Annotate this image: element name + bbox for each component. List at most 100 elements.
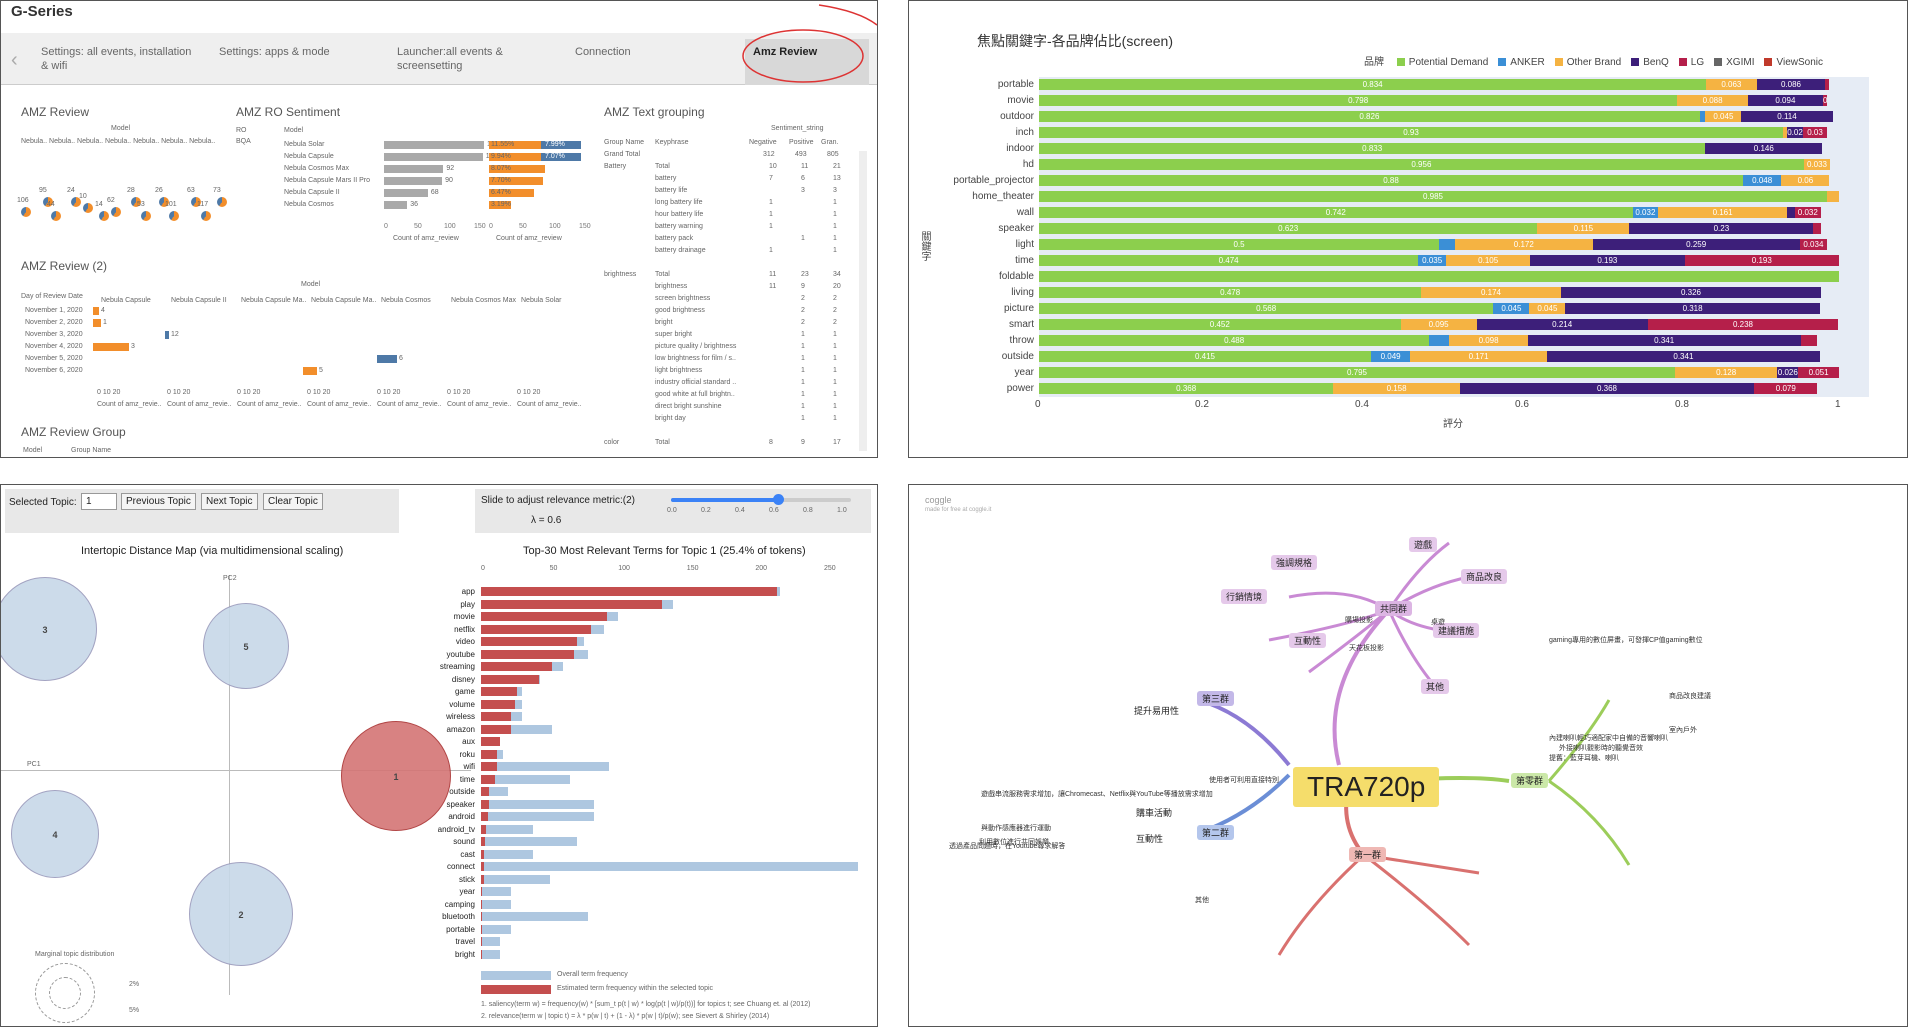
tg-value: 1 — [769, 247, 773, 254]
node-cast[interactable]: 購車活動 — [1136, 808, 1173, 818]
term-label: android_tv — [437, 824, 475, 834]
overall-bar — [481, 837, 578, 846]
review2-bar — [93, 307, 99, 315]
topic-circle-2[interactable]: 2 — [189, 862, 293, 966]
review2-bar — [93, 319, 101, 327]
y-axis-label: 關鍵字 — [919, 231, 930, 261]
node-product[interactable]: 商品改良 — [1461, 569, 1508, 584]
tg-keyphrase: Total — [655, 271, 670, 278]
bar-segment: 0.368 — [1039, 383, 1334, 394]
node-game[interactable]: 遊戲 — [1409, 537, 1438, 552]
bar-segment: 0.06 — [1781, 175, 1830, 186]
category-label: inch — [1015, 127, 1034, 138]
tg-value: 1 — [801, 235, 805, 242]
slider-handle[interactable] — [773, 494, 784, 505]
mind-leaf: 天花板投影 — [1349, 645, 1384, 652]
bar-segment: 0.23 — [1629, 223, 1814, 234]
category-label: home_theater — [972, 191, 1034, 202]
map-title: Intertopic Distance Map (via multidimens… — [81, 545, 344, 557]
node-other[interactable]: 其他 — [1421, 679, 1450, 694]
review2-ticks: 0 10 20 — [377, 389, 401, 396]
next-topic-button[interactable]: Next Topic — [201, 493, 258, 510]
bar-tick: 150 — [686, 565, 699, 572]
bar-segment: 0.095 — [1400, 319, 1477, 330]
node-common[interactable]: 共同群 — [1375, 601, 1413, 616]
tab-connection[interactable]: Connection — [575, 46, 631, 58]
pct-bar — [489, 153, 559, 161]
term-label: netflix — [454, 624, 475, 634]
topic-circle-3[interactable]: 3 — [1, 577, 97, 681]
estimated-bar — [481, 749, 498, 759]
tg-value: 17 — [833, 439, 841, 446]
estimated-bar — [481, 712, 512, 721]
review2-xlabel: Count of amz_revie.. — [377, 401, 442, 408]
selected-topic-label: Selected Topic: — [9, 497, 77, 508]
review2-ticks: 0 10 20 — [447, 389, 471, 396]
node-group0[interactable]: 第零群 — [1511, 773, 1549, 788]
bar-segment: 0.956 — [1039, 159, 1804, 170]
node-group2[interactable]: 第二群 — [1197, 825, 1235, 840]
estimated-bar — [481, 874, 484, 884]
topic-circle-5[interactable]: 5 — [203, 603, 289, 689]
pie-mark — [99, 211, 109, 221]
node-inter2[interactable]: 互動性 — [1136, 834, 1164, 844]
tab-amz-review[interactable]: Amz Review — [745, 39, 869, 85]
tg-value: 1 — [769, 223, 773, 230]
previous-topic-button[interactable]: Previous Topic — [121, 493, 196, 510]
node-strong-spec[interactable]: 強調規格 — [1271, 555, 1318, 570]
x-tick: 0.8 — [1675, 399, 1689, 410]
estimated-bar — [481, 887, 483, 896]
node-group3[interactable]: 第三群 — [1197, 691, 1235, 706]
tableau-dashboard-panel: G-Series ‹ Settings: all events, install… — [0, 0, 878, 458]
pie-label: 53 — [137, 201, 145, 208]
node-group1[interactable]: 第一群 — [1349, 847, 1387, 862]
bar-segment: 0.128 — [1675, 367, 1778, 378]
slider-tick: 0.4 — [735, 507, 745, 514]
bar-segment: 0.798 — [1039, 95, 1678, 106]
pie-mark — [159, 197, 169, 207]
tg-keyphrase: battery life — [655, 187, 688, 194]
tg-value: 1 — [833, 367, 837, 374]
mind-map-branches — [1198, 541, 1631, 956]
pc2-axis — [229, 575, 230, 995]
category-label: portable_projector — [953, 175, 1034, 186]
estimated-bar — [481, 612, 608, 621]
review2-bar — [165, 331, 169, 339]
overall-bar — [481, 787, 509, 796]
review2-col: Nebula Capsule Ma.. — [311, 297, 377, 304]
bar-segment: 0.5 — [1039, 239, 1439, 250]
axis-tick-2: 100 — [549, 223, 561, 230]
legend-swatch — [1631, 58, 1640, 67]
tg-keyphrase: Total — [655, 163, 670, 170]
legend-swatch — [1498, 58, 1507, 67]
bar-segment: 0.172 — [1455, 239, 1593, 250]
tab-settings-apps-mode[interactable]: Settings: apps & mode — [219, 46, 330, 58]
chevron-left-icon[interactable]: ‹ — [11, 49, 18, 71]
bar-segment: 0.368 — [1459, 383, 1755, 394]
center-node[interactable]: TRA720p — [1293, 767, 1440, 807]
text-grouping-scrollbar[interactable] — [859, 151, 867, 451]
series-title: G-Series — [11, 3, 73, 20]
node-marketing[interactable]: 行銷情境 — [1221, 589, 1268, 604]
pie-label: 62 — [107, 197, 115, 204]
topic-circle-4[interactable]: 4 — [11, 790, 99, 878]
node-interactive[interactable]: 互動性 — [1289, 633, 1327, 648]
tab-settings-all-events[interactable]: Settings: all events, installation & wif… — [41, 46, 192, 72]
review2-bar — [303, 367, 317, 375]
topic-circle-1[interactable]: 1 — [341, 721, 451, 831]
clear-topic-button[interactable]: Clear Topic — [263, 493, 323, 510]
topic-input[interactable]: 1 — [81, 493, 117, 510]
node-suggest[interactable]: 建議措施 — [1433, 623, 1480, 638]
tab-launcher[interactable]: Launcher:all events & screensetting — [397, 46, 503, 72]
model-header: Model — [111, 125, 131, 132]
node-upgrade[interactable]: 提升易用性 — [1134, 706, 1180, 716]
mind-leaf: 其他 — [1195, 897, 1209, 904]
coggle-brand: coggle — [925, 495, 952, 505]
term-label: volume — [449, 699, 475, 709]
tg-value: 1 — [833, 379, 837, 386]
bar-segment — [1699, 111, 1706, 122]
tg-value: 1 — [833, 391, 837, 398]
pie-mark — [43, 197, 53, 207]
model-names: Nebula.. Nebula.. Nebula.. Nebula.. Nebu… — [21, 138, 216, 145]
tg-keyphrase: hour battery life — [655, 211, 704, 218]
